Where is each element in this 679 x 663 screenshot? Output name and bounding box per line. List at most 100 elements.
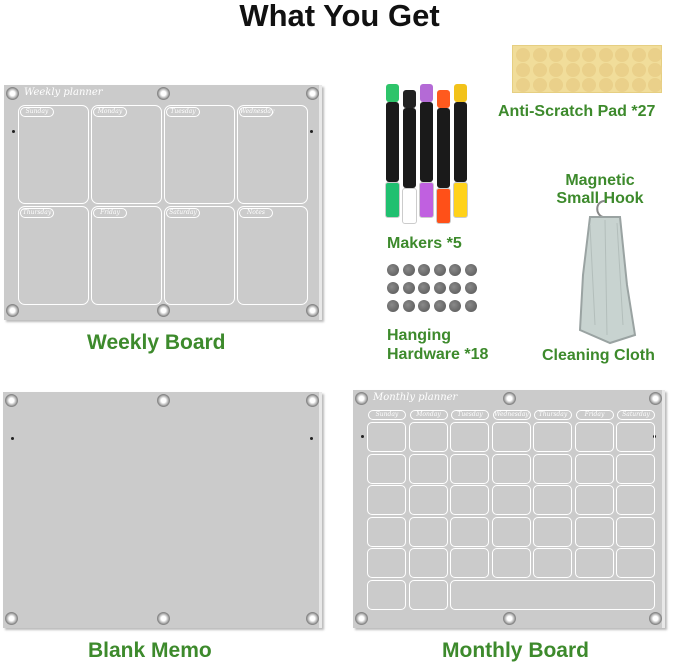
magnet-icon <box>449 282 461 294</box>
date-cell <box>367 579 406 610</box>
date-cell <box>408 516 448 547</box>
date-cell <box>616 516 655 547</box>
magnet-icon <box>402 282 415 294</box>
pad-dot <box>565 78 580 92</box>
weekly-board-header: Weekly planner <box>24 87 103 98</box>
standoff-screw-icon <box>157 87 170 100</box>
day-cell <box>91 105 162 204</box>
weekday-tag: Monday <box>409 410 448 420</box>
hanging-hardware <box>387 264 479 320</box>
day-cell <box>18 206 89 305</box>
markers-label: Makers *5 <box>387 235 462 252</box>
weekday-tag: Thursday <box>534 410 572 420</box>
standoff-screw-icon <box>355 612 368 625</box>
date-cell <box>533 453 572 484</box>
standoff-screw-icon <box>5 612 18 625</box>
date-cell <box>574 548 614 578</box>
date-cell <box>408 579 448 610</box>
marker-cap-icon <box>437 90 450 108</box>
standoff-screw-icon <box>5 394 18 407</box>
weekly-board: Weekly planner Sunday Monday Tuesday Wednes… <box>4 85 322 320</box>
day-tag: Thursday <box>20 208 54 218</box>
mount-hole <box>310 129 313 133</box>
marker-cap-icon <box>386 84 399 102</box>
magnet-icon <box>433 300 446 312</box>
pad-label: Anti-Scratch Pad *27 <box>498 103 656 120</box>
day-tag: Friday <box>93 208 127 218</box>
date-cell <box>408 548 448 578</box>
date-cell <box>616 548 655 578</box>
date-cell <box>616 485 655 515</box>
marker-grip <box>419 182 434 218</box>
magnet-icon <box>402 264 415 276</box>
magnet-icon <box>387 282 399 294</box>
cleaning-cloth <box>578 200 637 345</box>
marker-grip <box>453 182 468 218</box>
magnet-icon <box>418 300 430 312</box>
monthly-board: Monthly planner Sunday Monday Tuesday Wedne… <box>353 390 665 628</box>
date-cell <box>491 548 531 578</box>
date-cell <box>367 485 406 515</box>
pad-dot <box>631 78 646 92</box>
pad-dot <box>532 63 547 77</box>
mount-hole <box>11 436 14 440</box>
date-cell <box>450 422 489 452</box>
pad-dot <box>582 78 596 92</box>
pad-dot <box>549 78 563 92</box>
pad-dot <box>648 78 662 92</box>
cloth-label: Cleaning Cloth <box>542 347 655 364</box>
date-cell <box>574 453 614 484</box>
marker-cap-icon <box>420 84 433 102</box>
date-cell <box>533 485 572 515</box>
date-cell <box>533 548 572 578</box>
standoff-screw-icon <box>306 87 319 100</box>
standoff-screw-icon <box>503 612 516 625</box>
mount-hole <box>361 435 364 439</box>
pad-dot <box>549 48 563 62</box>
hardware-label-text: Hanging Hardware *18 <box>387 327 489 363</box>
mount-hole <box>310 436 313 440</box>
weekday-tag: Saturday <box>617 410 655 420</box>
magnet-icon <box>449 264 461 276</box>
day-cell <box>237 206 308 305</box>
weekday-tag: Friday <box>575 410 614 420</box>
date-cell <box>491 485 531 515</box>
magnet-icon <box>418 282 430 294</box>
date-cell <box>450 485 489 515</box>
pad-dot <box>615 78 629 92</box>
magnet-icon <box>418 264 430 276</box>
date-cell <box>450 453 489 484</box>
pad-dot <box>516 48 530 62</box>
magnet-icon <box>433 282 446 294</box>
standoff-screw-icon <box>6 87 19 100</box>
hardware-label: Hanging Hardware *18 <box>387 326 507 364</box>
pad-dot <box>516 78 530 92</box>
pad-dot <box>598 78 613 92</box>
standoff-screw-icon <box>157 304 170 317</box>
standoff-screw-icon <box>306 394 319 407</box>
day-cell <box>164 206 235 305</box>
day-tag: Saturday <box>166 208 200 218</box>
magnet-icon <box>464 300 477 312</box>
pad-dot <box>631 48 646 62</box>
date-cell <box>491 422 531 452</box>
marker-body <box>454 102 467 182</box>
blank-memo-label: Blank Memo <box>88 639 212 662</box>
day-tag: Notes <box>239 208 273 218</box>
date-cell <box>408 453 448 484</box>
pad-dot <box>532 48 547 62</box>
day-cell <box>91 206 162 305</box>
magnet-icon <box>433 264 446 276</box>
pad-dot <box>582 48 596 62</box>
day-tag: Monday <box>93 107 127 117</box>
pad-dot <box>615 48 629 62</box>
weekday-tag: Tuesday <box>451 410 489 420</box>
date-cell <box>574 516 614 547</box>
date-cell <box>491 453 531 484</box>
pad-dot <box>598 63 613 77</box>
weekday-tag: Wednesday <box>492 410 531 420</box>
pad-dot <box>598 48 613 62</box>
pad-dot <box>631 63 646 77</box>
monthly-board-label: Monthly Board <box>442 639 589 662</box>
day-tag: Sunday <box>20 107 54 117</box>
